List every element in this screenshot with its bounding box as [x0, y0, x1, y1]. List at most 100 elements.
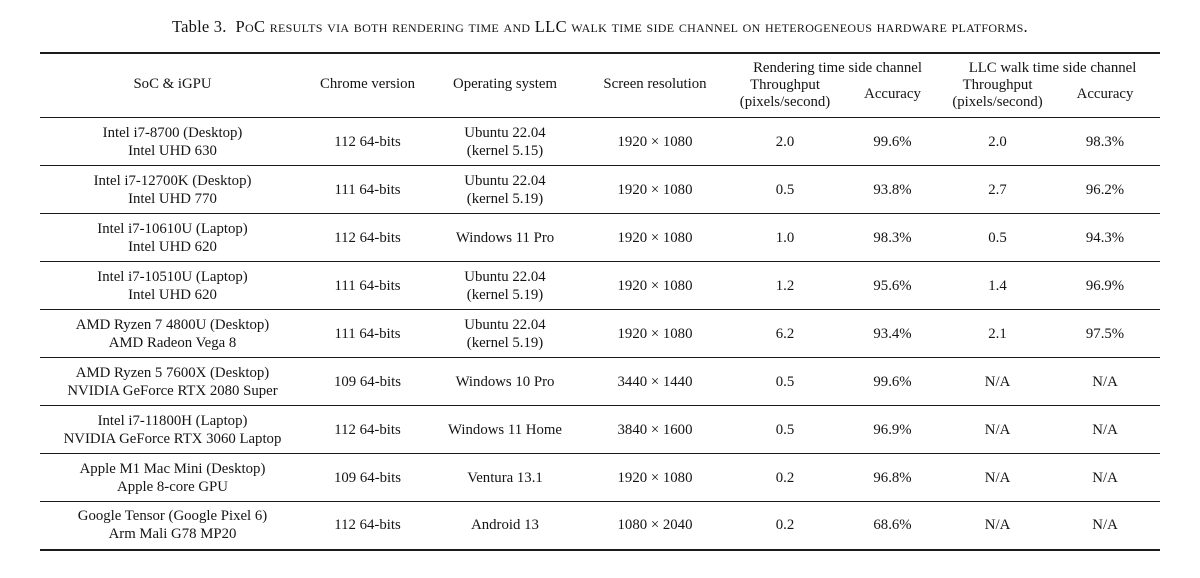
- col-header-resolution: Screen resolution: [603, 75, 707, 92]
- cell-rt-throughput: 1.0: [775, 229, 795, 246]
- cell-resolution: 1080 × 2040: [617, 517, 693, 534]
- cell-chrome: 111 64-bits: [334, 181, 401, 198]
- table-row: Intel i7-12700K (Desktop) Intel UHD 770 1…: [40, 165, 1161, 214]
- cell-rt-accuracy: 95.6%: [873, 277, 912, 294]
- cell-llc-accuracy: 96.9%: [1085, 277, 1125, 294]
- cell-llc-accuracy: N/A: [1092, 421, 1118, 438]
- cell-soc: Intel i7-10510U (Laptop) Intel UHD 620: [97, 268, 248, 303]
- cell-resolution: 1920 × 1080: [617, 325, 693, 342]
- cell-llc-accuracy: 94.3%: [1085, 229, 1125, 246]
- cell-chrome: 111 64-bits: [334, 277, 401, 294]
- cell-llc-throughput: N/A: [984, 469, 1011, 486]
- cell-os: Ubuntu 22.04 (kernel 5.19): [464, 268, 546, 303]
- cell-rt-accuracy: 99.6%: [873, 133, 912, 150]
- cell-os: Windows 11 Pro: [455, 229, 555, 246]
- cell-rt-throughput: 0.5: [775, 421, 795, 438]
- cell-os: Android 13: [471, 517, 539, 534]
- table-row: Intel i7-11800H (Laptop) NVIDIA GeForce R…: [40, 405, 1161, 454]
- cell-soc: AMD Ryzen 5 7600X (Desktop) NVIDIA GeForc…: [67, 364, 278, 399]
- cell-rt-throughput: 0.2: [775, 469, 795, 486]
- table-row: Intel i7-10610U (Laptop) Intel UHD 620 11…: [40, 213, 1161, 262]
- cell-chrome: 112 64-bits: [334, 133, 401, 150]
- cell-soc: Apple M1 Mac Mini (Desktop) Apple 8-core …: [79, 460, 266, 495]
- table-row: Apple M1 Mac Mini (Desktop) Apple 8-core …: [40, 453, 1161, 502]
- col-group-llc: LLC walk time side channel: [968, 60, 1137, 76]
- cell-chrome: 112 64-bits: [334, 229, 401, 246]
- table-row: Intel i7-8700 (Desktop) Intel UHD 630 112…: [40, 117, 1161, 166]
- cell-os: Ubuntu 22.04 (kernel 5.15): [464, 124, 546, 159]
- cell-resolution: 1920 × 1080: [617, 277, 693, 294]
- table-caption-text: PoC results via both rendering time and …: [235, 17, 1028, 36]
- header-group-row: SoC & iGPU Chrome version Operating syst…: [40, 53, 1160, 92]
- cell-llc-throughput: N/A: [984, 517, 1011, 534]
- table-caption: Table 3. PoC results via both rendering t…: [0, 17, 1200, 37]
- cell-chrome: 111 64-bits: [334, 325, 401, 342]
- cell-rt-accuracy: 98.3%: [873, 229, 912, 246]
- cell-os: Ubuntu 22.04 (kernel 5.19): [464, 316, 546, 351]
- cell-chrome: 112 64-bits: [334, 517, 401, 534]
- table-row: AMD Ryzen 5 7600X (Desktop) NVIDIA GeForc…: [40, 357, 1161, 406]
- table-header: SoC & iGPU Chrome version Operating syst…: [40, 53, 1161, 118]
- cell-rt-accuracy: 96.9%: [873, 421, 912, 438]
- cell-rt-accuracy: 68.6%: [873, 517, 912, 534]
- cell-os: Ventura 13.1: [467, 469, 543, 486]
- table-row: Intel i7-10510U (Laptop) Intel UHD 620 11…: [40, 261, 1161, 310]
- cell-chrome: 109 64-bits: [334, 469, 401, 486]
- throughput-label: Throughput: [962, 77, 1033, 93]
- cell-llc-accuracy: 98.3%: [1085, 133, 1125, 150]
- cell-rt-accuracy: 96.8%: [873, 469, 912, 486]
- cell-resolution: 1920 × 1080: [617, 469, 693, 486]
- cell-rt-throughput: 1.2: [775, 277, 795, 294]
- cell-llc-accuracy: N/A: [1092, 373, 1118, 390]
- cell-rt-throughput: 2.0: [775, 133, 795, 150]
- cell-rt-throughput: 0.2: [775, 517, 795, 534]
- col-header-llc-accuracy: Accuracy: [1076, 85, 1134, 102]
- col-header-chrome: Chrome version: [320, 75, 415, 92]
- col-header-soc: SoC & iGPU: [133, 75, 212, 92]
- cell-resolution: 1920 × 1080: [617, 181, 693, 198]
- cell-rt-accuracy: 99.6%: [873, 373, 912, 390]
- cell-llc-throughput: 2.0: [988, 133, 1007, 150]
- cell-soc: Google Tensor (Google Pixel 6) Arm Mali G…: [77, 508, 268, 543]
- cell-llc-throughput: 1.4: [988, 277, 1007, 294]
- cell-resolution: 3840 × 1600: [617, 421, 693, 438]
- cell-chrome: 109 64-bits: [334, 373, 401, 390]
- cell-llc-throughput: 2.1: [988, 325, 1007, 342]
- table-body: Intel i7-8700 (Desktop) Intel UHD 630 112…: [40, 117, 1161, 550]
- col-header-llc-throughput: Throughput (pixels/second): [945, 77, 1050, 118]
- cell-llc-accuracy: N/A: [1092, 469, 1118, 486]
- table-row: Google Tensor (Google Pixel 6) Arm Mali G…: [40, 501, 1161, 550]
- cell-soc: Intel i7-8700 (Desktop) Intel UHD 630: [102, 124, 243, 159]
- cell-rt-accuracy: 93.8%: [873, 181, 912, 198]
- cell-rt-throughput: 0.5: [775, 373, 795, 390]
- cell-chrome: 112 64-bits: [334, 421, 401, 438]
- cell-os: Windows 11 Home: [448, 421, 562, 438]
- cell-resolution: 1920 × 1080: [617, 133, 693, 150]
- cell-llc-throughput: 0.5: [988, 229, 1007, 246]
- cell-soc: Intel i7-10610U (Laptop) Intel UHD 620: [97, 220, 248, 255]
- cell-llc-accuracy: 97.5%: [1085, 325, 1125, 342]
- col-group-rendering: Rendering time side channel: [753, 60, 922, 76]
- cell-soc: AMD Ryzen 7 4800U (Desktop) AMD Radeon Ve…: [75, 316, 270, 351]
- cell-llc-accuracy: 96.2%: [1085, 181, 1125, 198]
- paper-page: Table 3. PoC results via both rendering t…: [0, 17, 1200, 578]
- cell-rt-throughput: 6.2: [775, 325, 795, 342]
- col-header-rt-accuracy: Accuracy: [864, 85, 921, 102]
- cell-rt-accuracy: 93.4%: [873, 325, 912, 342]
- cell-soc: Intel i7-12700K (Desktop) Intel UHD 770: [93, 172, 252, 207]
- cell-llc-accuracy: N/A: [1092, 517, 1118, 534]
- cell-llc-throughput: 2.7: [988, 181, 1007, 198]
- table-row: AMD Ryzen 7 4800U (Desktop) AMD Radeon Ve…: [40, 309, 1161, 358]
- throughput-unit: (pixels/second): [739, 94, 831, 110]
- cell-rt-throughput: 0.5: [775, 181, 795, 198]
- table-caption-label: Table 3.: [172, 17, 227, 36]
- col-header-os: Operating system: [453, 75, 557, 92]
- cell-soc: Intel i7-11800H (Laptop) NVIDIA GeForce R…: [63, 412, 282, 447]
- col-header-rt-throughput: Throughput (pixels/second): [730, 77, 840, 118]
- throughput-label: Throughput: [750, 77, 820, 93]
- throughput-unit: (pixels/second): [952, 94, 1043, 110]
- cell-resolution: 1920 × 1080: [617, 229, 693, 246]
- results-table: SoC & iGPU Chrome version Operating syst…: [40, 52, 1161, 551]
- cell-resolution: 3440 × 1440: [617, 373, 693, 390]
- cell-llc-throughput: N/A: [984, 373, 1011, 390]
